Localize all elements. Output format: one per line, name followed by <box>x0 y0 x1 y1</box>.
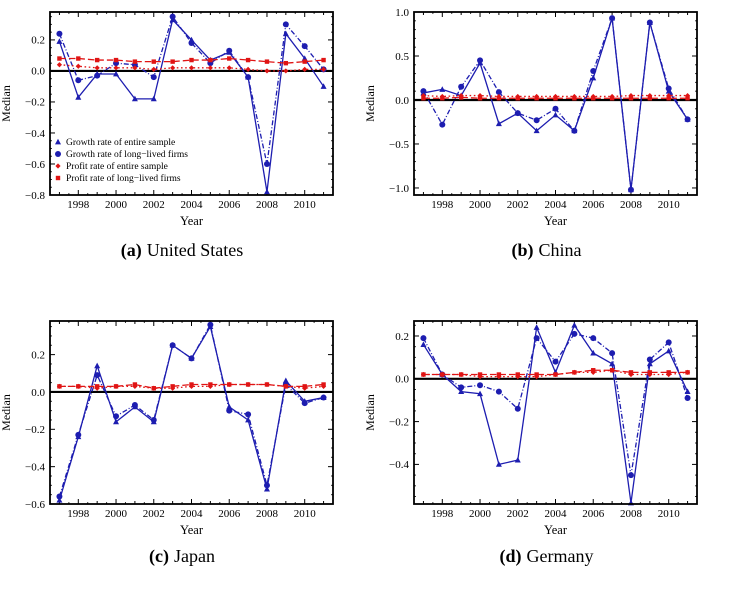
svg-text:2008: 2008 <box>620 508 643 520</box>
caption-c: (c) Japan <box>0 546 364 567</box>
svg-text:Year: Year <box>180 214 204 228</box>
svg-text:−0.4: −0.4 <box>389 459 409 471</box>
svg-text:2008: 2008 <box>256 508 279 520</box>
svg-text:Year: Year <box>544 214 568 228</box>
svg-text:Growth rate of entire sample: Growth rate of entire sample <box>66 137 175 148</box>
svg-text:2010: 2010 <box>658 508 681 520</box>
svg-text:2004: 2004 <box>545 508 568 520</box>
svg-text:2000: 2000 <box>105 199 128 211</box>
svg-text:2010: 2010 <box>294 508 317 520</box>
svg-text:0.0: 0.0 <box>395 374 409 386</box>
svg-text:2002: 2002 <box>507 508 529 520</box>
chart-panel-c: 1998 2000 2002 2004 2006 2008 2010 0.2 0.0 −0.2 −0… <box>0 320 334 537</box>
caption-a-prefix: (a) <box>120 240 142 260</box>
svg-text:Median: Median <box>0 394 13 431</box>
svg-text:Profit rate of entire sample: Profit rate of entire sample <box>66 161 168 172</box>
svg-text:2006: 2006 <box>218 199 241 211</box>
svg-text:−0.5: −0.5 <box>389 139 409 151</box>
svg-text:Median: Median <box>0 85 13 122</box>
svg-text:0.0: 0.0 <box>395 95 409 107</box>
svg-text:2000: 2000 <box>469 199 492 211</box>
panel-china: 1998 2000 2002 2004 2006 2008 2010 1.0 0.5 0.0 −0.… <box>364 0 729 297</box>
svg-text:Median: Median <box>364 85 377 122</box>
svg-text:−1.0: −1.0 <box>389 183 409 195</box>
svg-text:1998: 1998 <box>431 508 454 520</box>
svg-text:2000: 2000 <box>469 508 492 520</box>
svg-text:2004: 2004 <box>181 508 204 520</box>
svg-text:2004: 2004 <box>545 199 568 211</box>
svg-text:2002: 2002 <box>143 508 165 520</box>
svg-text:2008: 2008 <box>620 199 643 211</box>
svg-text:1998: 1998 <box>431 199 454 211</box>
panel-united-states: 1998 2000 2002 2004 2006 2008 2010 0.2 0.0 −0.2 −0… <box>0 0 364 297</box>
svg-text:−0.8: −0.8 <box>25 190 45 202</box>
panel-germany: 1998 2000 2002 2004 2006 2008 2010 0.2 0.0 −0.2 −0… <box>364 297 729 594</box>
svg-text:2010: 2010 <box>658 199 681 211</box>
svg-text:0.2: 0.2 <box>31 349 45 361</box>
svg-text:−0.2: −0.2 <box>389 416 409 428</box>
caption-d-label: Germany <box>526 546 594 566</box>
svg-text:0.2: 0.2 <box>31 35 45 47</box>
svg-text:2000: 2000 <box>105 508 128 520</box>
svg-text:0.2: 0.2 <box>395 331 409 343</box>
svg-text:Year: Year <box>544 523 568 537</box>
svg-text:2006: 2006 <box>582 199 605 211</box>
svg-text:2002: 2002 <box>507 199 529 211</box>
chart-panel-b: 1998 2000 2002 2004 2006 2008 2010 1.0 0.5 0.0 −0.… <box>364 7 698 228</box>
svg-text:0.0: 0.0 <box>31 387 45 399</box>
svg-text:2008: 2008 <box>256 199 279 211</box>
svg-text:−0.2: −0.2 <box>25 424 45 436</box>
svg-text:Median: Median <box>364 394 377 431</box>
caption-d-prefix: (d) <box>499 546 522 566</box>
caption-d: (d) Germany <box>364 546 729 567</box>
svg-text:−0.6: −0.6 <box>25 499 45 511</box>
svg-text:−0.2: −0.2 <box>25 97 45 109</box>
caption-a-label: United States <box>146 240 244 260</box>
svg-text:−0.4: −0.4 <box>25 461 45 473</box>
svg-text:2006: 2006 <box>582 508 605 520</box>
svg-text:2002: 2002 <box>143 199 165 211</box>
svg-text:2006: 2006 <box>218 508 241 520</box>
caption-b-label: China <box>538 240 582 260</box>
caption-b: (b) China <box>364 240 729 261</box>
svg-text:−0.4: −0.4 <box>25 128 45 140</box>
caption-c-prefix: (c) <box>149 546 169 566</box>
caption-a: (a) United States <box>0 240 364 261</box>
chart-panel-a: 1998 2000 2002 2004 2006 2008 2010 0.2 0.0 −0.2 −0… <box>0 11 334 228</box>
svg-text:Growth rate of long−lived firm: Growth rate of long−lived firms <box>66 149 188 160</box>
svg-text:2004: 2004 <box>181 199 204 211</box>
svg-text:−0.6: −0.6 <box>25 159 45 171</box>
svg-text:0.5: 0.5 <box>395 51 409 63</box>
caption-b-prefix: (b) <box>511 240 534 260</box>
svg-text:Profit rate of long−lived firm: Profit rate of long−lived firms <box>66 173 181 184</box>
svg-text:Year: Year <box>180 523 204 537</box>
panel-japan: 1998 2000 2002 2004 2006 2008 2010 0.2 0.0 −0.2 −0… <box>0 297 364 594</box>
svg-text:1998: 1998 <box>67 508 90 520</box>
svg-text:1998: 1998 <box>67 199 90 211</box>
svg-text:2010: 2010 <box>294 199 317 211</box>
caption-c-label: Japan <box>174 546 215 566</box>
svg-text:1.0: 1.0 <box>395 7 409 19</box>
chart-panel-d: 1998 2000 2002 2004 2006 2008 2010 0.2 0.0 −0.2 −0… <box>364 320 698 537</box>
svg-text:0.0: 0.0 <box>31 66 45 78</box>
